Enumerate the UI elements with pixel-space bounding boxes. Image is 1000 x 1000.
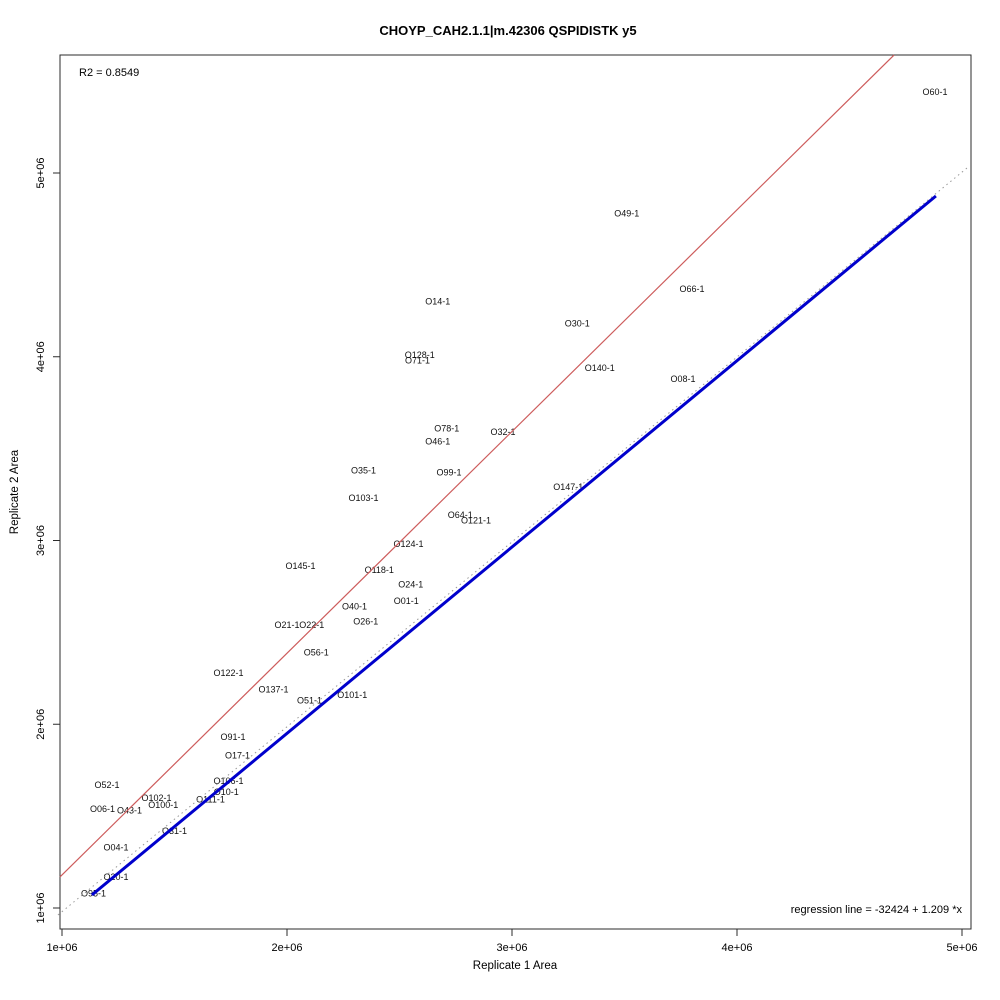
point-label: O49-1 — [614, 208, 639, 218]
y-axis-ticks: 1e+06 2e+06 3e+06 4e+06 5e+06 — [35, 158, 60, 924]
y-tick-label: 4e+06 — [35, 341, 47, 372]
point-label: O40-1 — [342, 602, 367, 612]
point-label: O14-1 — [425, 297, 450, 307]
point-label: O118-1 — [365, 565, 394, 575]
point-label: O140-1 — [585, 363, 615, 373]
x-tick-label: 2e+06 — [272, 942, 303, 954]
point-label: O71-1 — [405, 355, 430, 365]
point-label: O99-1 — [436, 468, 461, 478]
point-label: O08-1 — [670, 374, 695, 384]
point-label: O24-1 — [398, 580, 423, 590]
x-axis-title: Replicate 1 Area — [473, 960, 558, 972]
point-label: O04-1 — [103, 842, 128, 852]
x-axis-ticks: 1e+06 2e+06 3e+06 4e+06 5e+06 — [47, 929, 978, 954]
point-label: O137-1 — [258, 684, 288, 694]
point-label: O78-1 — [434, 423, 459, 433]
y-tick-label: 1e+06 — [35, 893, 47, 924]
point-label: O100-1 — [148, 800, 178, 810]
point-label: O10-1 — [214, 787, 239, 797]
plot-area-frame — [59, 54, 972, 930]
point-label: O21-1 — [274, 620, 299, 630]
point-label: O06-1 — [90, 804, 115, 814]
point-label: O111-1 — [196, 795, 225, 805]
point-label: O124-1 — [393, 539, 423, 549]
y-tick-label: 3e+06 — [35, 525, 47, 556]
x-tick-label: 3e+06 — [497, 942, 528, 954]
point-label: O66-1 — [679, 284, 704, 294]
point-label: O102-1 — [141, 793, 171, 803]
chart-title: CHOYP_CAH2.1.1|m.42306 QSPIDISTK y5 — [379, 23, 636, 38]
fit-lines — [57, 54, 968, 916]
identity-line-dotted — [57, 167, 968, 916]
point-label: O122-1 — [213, 668, 243, 678]
x-tick-label: 1e+06 — [47, 942, 78, 954]
fit-line-blue — [90, 194, 937, 897]
point-label: O56-1 — [304, 648, 329, 658]
point-label: O01-1 — [394, 596, 419, 606]
y-tick-label: 2e+06 — [35, 709, 47, 740]
y-axis-title: Replicate 2 Area — [9, 449, 21, 534]
point-label: O31-1 — [162, 826, 187, 836]
point-label: O17-1 — [225, 750, 250, 760]
point-label: O103-1 — [348, 493, 378, 503]
point-label: O26-1 — [353, 616, 378, 626]
point-label: O91-1 — [220, 732, 245, 742]
point-label: O35-1 — [351, 466, 376, 476]
regression-line-red — [59, 54, 895, 878]
x-tick-label: 4e+06 — [722, 942, 753, 954]
point-label: O51-1 — [297, 695, 322, 705]
point-label: O52-1 — [94, 780, 119, 790]
point-label: O46-1 — [425, 436, 450, 446]
point-label: O22-1 — [299, 620, 324, 630]
point-label: O145-1 — [285, 561, 315, 571]
point-label: O43-1 — [117, 806, 142, 816]
x-tick-label: 5e+06 — [947, 942, 978, 954]
point-label: O30-1 — [565, 319, 590, 329]
point-label: O147-1 — [553, 482, 583, 492]
point-label: O121-1 — [461, 515, 491, 525]
point-label: O64-1 — [448, 510, 473, 520]
y-tick-label: 5e+06 — [35, 158, 47, 189]
point-label: O128-1 — [405, 350, 435, 360]
point-label: O32-1 — [490, 427, 515, 437]
r2-annotation: R2 = 0.8549 — [79, 67, 139, 79]
point-label: O60-1 — [922, 87, 947, 97]
point-label: O101-1 — [337, 690, 367, 700]
regression-equation-annotation: regression line = -32424 + 1.209 *x — [791, 904, 963, 916]
